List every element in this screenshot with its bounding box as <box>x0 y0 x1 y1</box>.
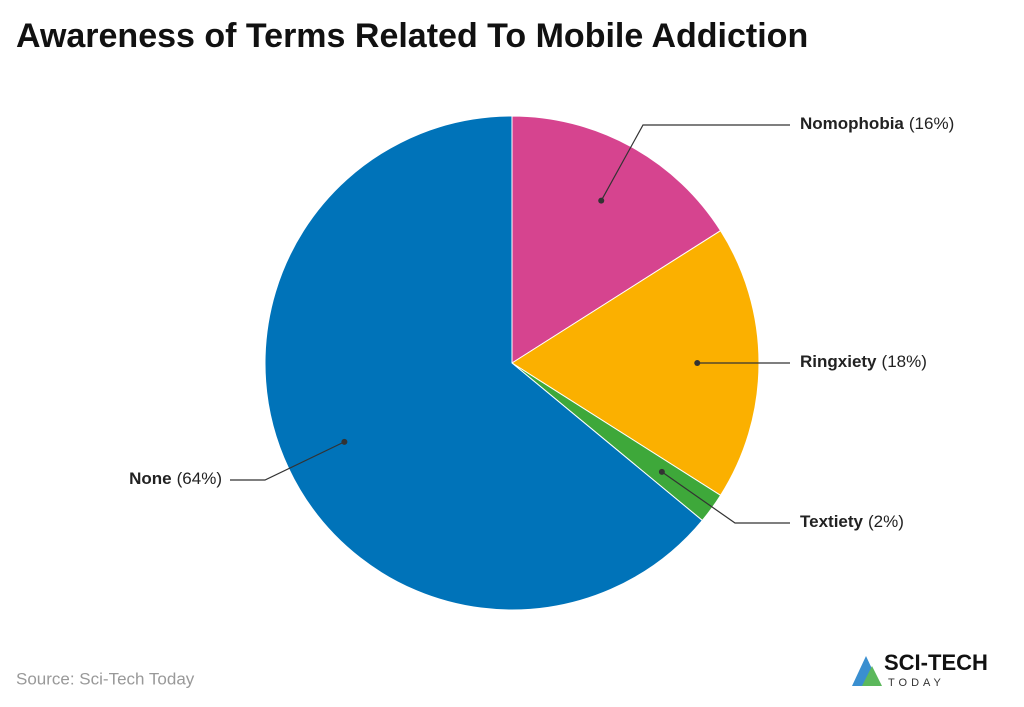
slice-label: Textiety (2%) <box>800 512 904 531</box>
value-label: (16%) <box>909 114 954 133</box>
leader-line <box>661 471 790 524</box>
logo-name: SCI-TECH <box>884 650 988 675</box>
leader-dot <box>341 438 348 445</box>
slice-label: Nomophobia (16%) <box>800 114 954 133</box>
category-label: Textiety <box>800 512 864 531</box>
leader-dot <box>658 468 665 475</box>
value-label: (64%) <box>177 469 222 488</box>
logo-tagline: TODAY <box>888 677 945 689</box>
category-label: None <box>129 469 172 488</box>
leader-dot <box>598 197 605 204</box>
slice-label: None (64%) <box>129 469 222 488</box>
source: Source: Sci-Tech Today <box>16 669 195 688</box>
category-label: Nomophobia <box>800 114 904 133</box>
slice-label: Ringxiety (18%) <box>800 352 927 371</box>
value-label: (2%) <box>868 512 904 531</box>
logo-icon <box>862 666 882 686</box>
logo: SCI-TECH TODAY <box>852 650 988 689</box>
leader-line <box>230 441 345 481</box>
leader-line <box>600 124 790 201</box>
leader-dot <box>694 360 701 366</box>
category-label: Ringxiety <box>800 352 877 371</box>
chart-title: Awareness of Terms Related To Mobile Add… <box>16 17 808 55</box>
value-label: (18%) <box>882 352 927 371</box>
